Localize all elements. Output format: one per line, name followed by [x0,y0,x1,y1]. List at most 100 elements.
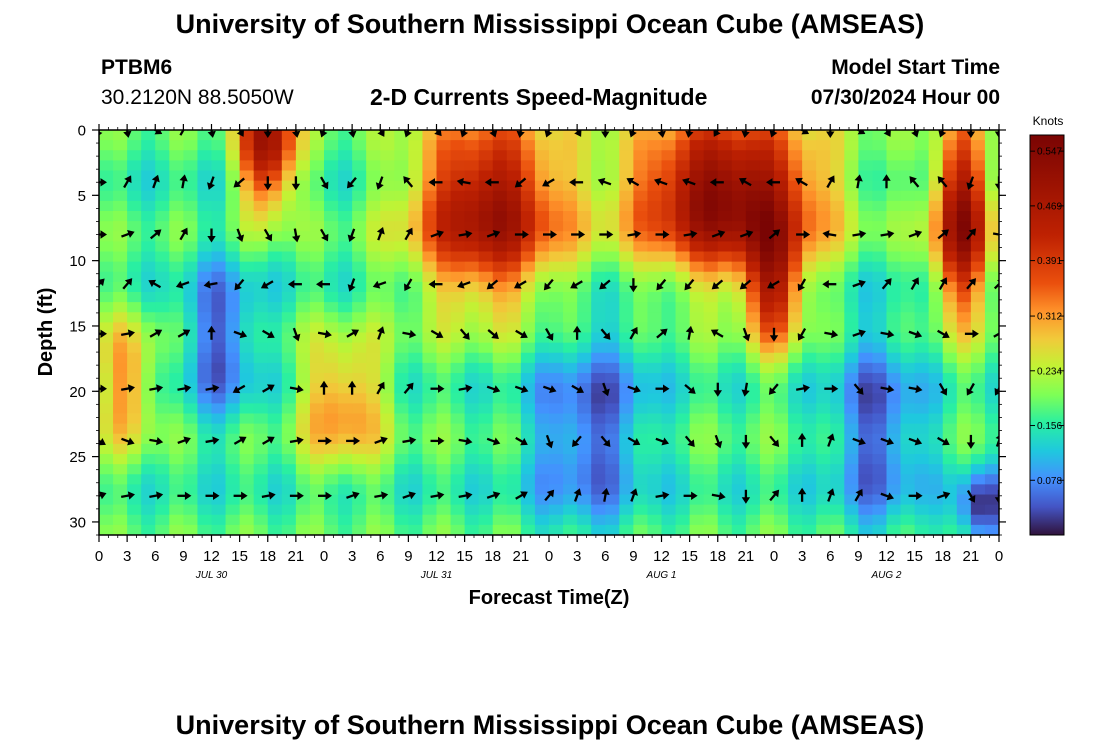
heat-cell [984,504,999,516]
heat-cell [408,443,424,455]
heat-cell [450,383,466,394]
heat-cell [197,251,213,263]
heat-cell [127,504,142,516]
heat-cell [844,211,859,222]
heat-cell [366,443,381,455]
heat-cell [549,373,564,384]
heat-cell [309,170,325,182]
heat-cell [520,200,536,212]
current-arrow [882,130,891,137]
heat-cell [113,231,128,242]
heat-cell [239,160,255,172]
heat-cell [380,413,395,425]
heat-cell [225,484,241,496]
current-arrow [319,380,329,395]
heat-cell [591,190,606,202]
heat-cell [99,443,114,455]
heat-cell [928,413,944,425]
heat-cell [520,251,536,263]
heat-cell [619,494,634,506]
current-arrow [292,327,301,342]
heat-cell [703,150,719,161]
heat-cell [703,312,719,323]
heat-cell [352,393,367,404]
heat-cell [506,383,522,394]
heat-cell [520,221,536,232]
heat-cell [267,130,283,141]
heat-cell [366,494,381,506]
heat-cell [647,373,663,384]
heat-cell [689,524,705,535]
heat-cell [844,443,859,455]
y-tick-label: 5 [78,188,86,205]
heat-cell [689,160,705,172]
heat-cell [563,332,578,344]
heat-cell [844,454,859,465]
heat-cell [99,484,114,496]
heat-cell [942,312,958,323]
heat-cell [295,241,311,253]
heat-cell [886,130,902,141]
heat-cell [211,413,227,425]
heat-cell [745,342,761,354]
heat-cell [577,504,592,516]
heat-cell [563,464,578,475]
heat-cell [872,494,888,506]
current-arrow [655,230,670,239]
current-arrow [769,327,779,342]
heat-cell [113,433,128,445]
heat-cell [872,413,888,425]
heat-cell [183,231,199,242]
heat-cell [872,180,888,192]
heat-cell [647,352,663,364]
heat-cell [225,454,241,465]
heat-cell [774,423,789,435]
heat-cell [942,130,958,141]
heat-cell [675,170,691,182]
heat-cell [197,504,213,516]
heat-cell [914,281,930,293]
heat-cell [506,362,522,374]
heat-cell [717,383,733,394]
heat-cell [802,271,817,283]
heat-cell [549,302,564,313]
heat-cell [492,393,508,404]
current-arrow [320,228,329,242]
heat-cell [619,170,634,182]
heat-cell [352,423,367,435]
heat-cell [464,383,480,394]
heat-cell [774,140,789,151]
heat-cell [183,423,199,435]
x-tick-label: 21 [513,548,530,565]
heat-cell [844,292,859,303]
current-arrow [545,328,554,341]
heat-cell [703,190,719,202]
heat-cell [366,362,381,374]
heat-cell [858,200,874,212]
heat-cell [956,423,972,435]
page-title: University of Southern Mississippi Ocean… [175,9,925,39]
heat-cell [661,494,677,506]
heat-cell [253,271,269,283]
heat-cell [675,443,691,455]
heat-cell [872,271,888,283]
heat-cell [520,474,536,485]
heat-cell [141,524,156,535]
heat-cell [253,423,269,435]
heat-cell [731,443,747,455]
heat-cell [127,190,142,202]
heat-cell [900,484,916,496]
heat-cell [155,514,170,526]
heat-cell [647,514,663,526]
heat-cell [647,443,663,455]
current-speed-chart: 0 3 6 9 12 15 18 21 0 3 6 9 12 15 18 21 0 3 6 9 12 15 18 21 0 3 6 9… [35,114,1065,609]
heat-cell [211,160,227,172]
heat-cell [520,423,536,435]
current-arrow [938,130,947,138]
heat-cell [239,474,255,485]
heat-cell [675,433,691,445]
heat-cell [197,352,213,364]
current-arrow [486,385,501,394]
current-arrow [403,176,414,188]
current-arrow [318,491,332,500]
